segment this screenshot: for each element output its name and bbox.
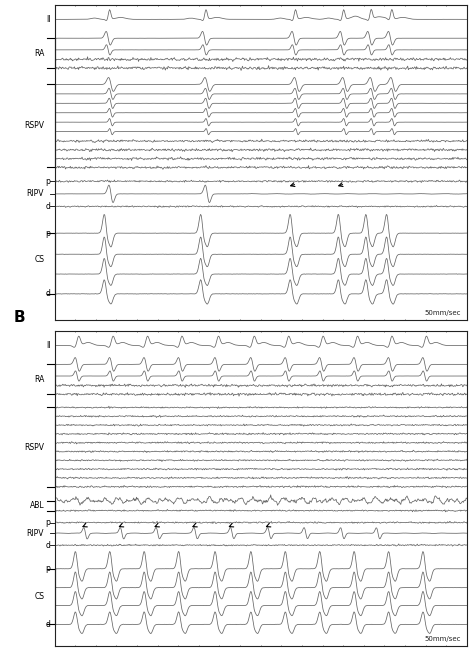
Text: II: II (46, 341, 50, 350)
Text: CS: CS (34, 592, 44, 602)
Text: CS: CS (34, 255, 44, 264)
Text: d: d (46, 202, 50, 211)
Text: p: p (46, 564, 50, 574)
Text: 50mm/sec: 50mm/sec (424, 310, 461, 316)
Text: B: B (13, 310, 25, 325)
Text: RA: RA (34, 49, 44, 57)
Text: p: p (46, 177, 50, 186)
Text: p: p (46, 229, 50, 238)
Text: p: p (46, 518, 50, 527)
Text: 50mm/sec: 50mm/sec (424, 636, 461, 642)
Text: RA: RA (34, 375, 44, 383)
Text: RIPV: RIPV (27, 529, 44, 538)
Text: ABL: ABL (29, 501, 44, 510)
Text: d: d (46, 620, 50, 629)
Text: RIPV: RIPV (27, 189, 44, 199)
Text: RSPV: RSPV (24, 122, 44, 130)
Text: d: d (46, 541, 50, 549)
Text: II: II (46, 15, 50, 24)
Text: RSPV: RSPV (24, 443, 44, 452)
Text: d: d (46, 289, 50, 298)
